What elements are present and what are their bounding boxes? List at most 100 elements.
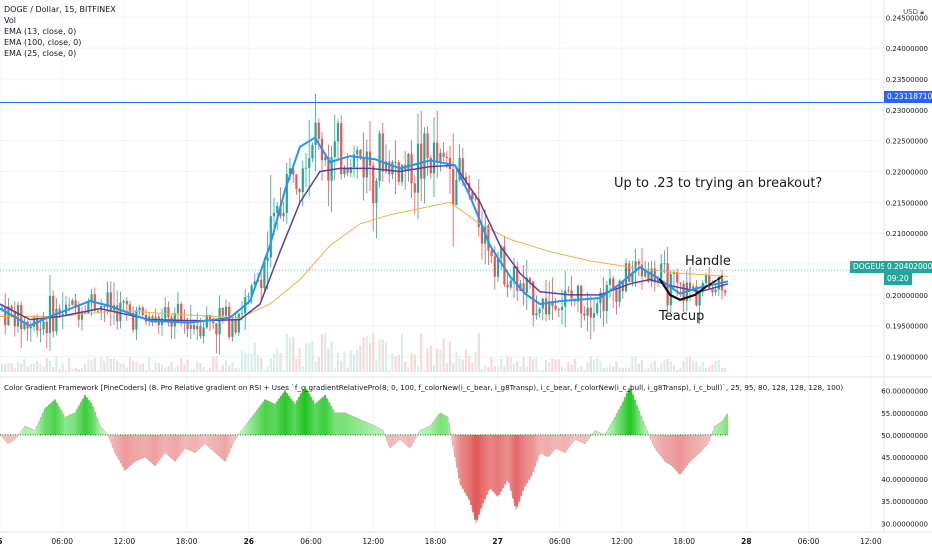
rsi-bear-strip — [16, 434, 19, 437]
rsi-bear-strip — [688, 434, 691, 463]
volume-bar — [16, 362, 20, 372]
candle-body — [13, 311, 16, 327]
annotation-teacup[interactable]: Teacup — [659, 309, 705, 324]
candle-body — [202, 327, 205, 337]
rsi-bull-strip — [262, 402, 265, 435]
rsi-bear-strip — [474, 434, 477, 520]
volume-bar — [311, 341, 314, 372]
currency-label: USD — [903, 8, 919, 16]
volume-bar — [132, 360, 135, 372]
rsi-bear-strip — [154, 434, 157, 466]
candle-body — [564, 290, 567, 307]
volume-bar — [381, 339, 384, 372]
rsi-bear-strip — [404, 434, 407, 444]
rsi-bull-strip — [338, 412, 341, 435]
volume-bar — [589, 356, 592, 372]
annotation-handle[interactable]: Handle — [685, 254, 731, 269]
rsi-bull-strip — [376, 427, 379, 435]
rsi-bear-strip — [482, 434, 485, 504]
candle-body — [640, 264, 644, 277]
volume-bar — [711, 364, 714, 372]
volume-bar — [365, 335, 368, 372]
candle-body — [196, 325, 199, 330]
candle-body — [410, 153, 413, 184]
currency-button[interactable]: USD 🔒︎ — [890, 4, 924, 20]
rsi-bear-strip — [486, 434, 489, 495]
rsi-bull-strip — [60, 410, 63, 435]
rsi-bear-strip — [686, 434, 689, 466]
candle-body — [445, 156, 448, 158]
teacup-drawing[interactable] — [658, 278, 707, 301]
handle-drawing[interactable] — [704, 275, 723, 289]
volume-bar — [196, 361, 199, 372]
candle-body — [36, 317, 39, 331]
rsi-bear-strip — [224, 434, 227, 462]
candle-body — [125, 300, 128, 305]
rsi-bear-strip — [658, 434, 661, 454]
legend-ema13[interactable]: EMA (13, close, 0) — [4, 27, 77, 36]
price-tick-label: 0.20000000 — [886, 292, 928, 300]
candle-body — [708, 275, 711, 289]
volume-bar — [445, 363, 448, 372]
volume-bar — [496, 367, 500, 372]
rsi-bear-strip — [228, 434, 231, 453]
rsi-bear-strip — [546, 434, 549, 457]
rsi-bear-strip — [666, 434, 669, 463]
candle-body — [423, 133, 426, 179]
volume-bar — [247, 353, 250, 372]
volume-bar — [688, 356, 692, 372]
candle-body — [522, 283, 525, 294]
annotation-breakout[interactable]: Up to .23 to trying an breakout? — [614, 176, 823, 191]
candle-body — [135, 310, 138, 330]
rsi-bear-strip — [706, 434, 709, 445]
symbol-title[interactable]: DOGE / Dollar, 15, BITFINEX — [4, 5, 116, 14]
rsi-bear-strip — [116, 434, 119, 457]
candle-body — [186, 321, 189, 329]
volume-bar — [224, 360, 228, 372]
candle-body — [10, 306, 13, 312]
indicator-legend[interactable]: Color Gradient Framework [PineCoders] (8… — [4, 383, 844, 392]
candle-body — [605, 284, 608, 312]
rsi-bull-strip — [442, 414, 445, 435]
candle-body — [461, 158, 464, 177]
candle-body — [695, 286, 698, 306]
legend-ema25[interactable]: EMA (25, close, 0) — [4, 49, 77, 58]
rsi-bull-strip — [436, 416, 439, 435]
volume-bar — [199, 363, 202, 372]
legend-ema100[interactable]: EMA (100, close, 0) — [4, 38, 82, 47]
rsi-bear-strip — [14, 434, 17, 440]
rsi-bear-strip — [526, 434, 529, 483]
time-axis[interactable]: 5 06:00 12:00 18:00 26 06:00 12:00 18:00 27 06:00… — [0, 537, 882, 546]
legend-vol[interactable]: Vol — [4, 16, 16, 25]
candle-body — [400, 164, 404, 182]
volume-bar — [656, 367, 660, 372]
candle-body — [272, 212, 276, 217]
volume-bar — [237, 368, 240, 372]
volume-bar — [391, 353, 394, 372]
rsi-bull-strip — [74, 412, 77, 435]
rsi-bear-strip — [704, 434, 707, 448]
volume-bar — [480, 369, 484, 372]
volume-bar — [666, 358, 669, 372]
volume-bar — [336, 353, 340, 372]
volume-bar — [279, 352, 282, 372]
rsi-bull-strip — [620, 405, 623, 435]
volume-bar — [644, 368, 647, 372]
indicator-axis[interactable]: 60.00000000 55.00000000 50.00000000 45.0000… — [881, 388, 928, 529]
volume-bar — [125, 367, 128, 372]
volume-bar — [308, 343, 311, 372]
rsi-bull-strip — [336, 412, 339, 435]
volume-bar — [148, 357, 151, 372]
rsi-bull-strip — [30, 428, 33, 435]
price-axis[interactable]: 0.24500000 0.24000000 0.23500000 0.23000000… — [886, 14, 928, 361]
rsi-bear-strip — [656, 434, 659, 451]
candle-body — [260, 279, 263, 289]
rsi-bull-strip — [94, 412, 97, 435]
volume-bar — [20, 363, 23, 372]
rsi-bear-strip — [538, 434, 541, 456]
rsi-bear-strip — [174, 434, 177, 462]
rsi-bull-strip — [344, 412, 347, 435]
volume-bar — [228, 365, 231, 372]
rsi-bear-strip — [214, 434, 217, 453]
